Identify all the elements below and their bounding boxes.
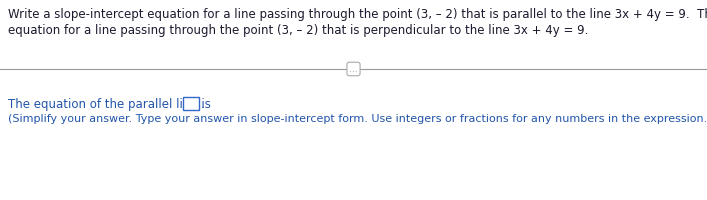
Text: Write a slope-intercept equation for a line passing through the point (3, – 2) t: Write a slope-intercept equation for a l… — [8, 8, 707, 21]
Text: The equation of the parallel line is: The equation of the parallel line is — [8, 98, 211, 110]
Text: (Simplify your answer. Type your answer in slope-intercept form. Use integers or: (Simplify your answer. Type your answer … — [8, 113, 707, 123]
FancyBboxPatch shape — [183, 98, 199, 110]
Text: .: . — [201, 98, 205, 110]
Text: equation for a line passing through the point (3, – 2) that is perpendicular to : equation for a line passing through the … — [8, 24, 588, 37]
Text: ...: ... — [349, 65, 358, 74]
